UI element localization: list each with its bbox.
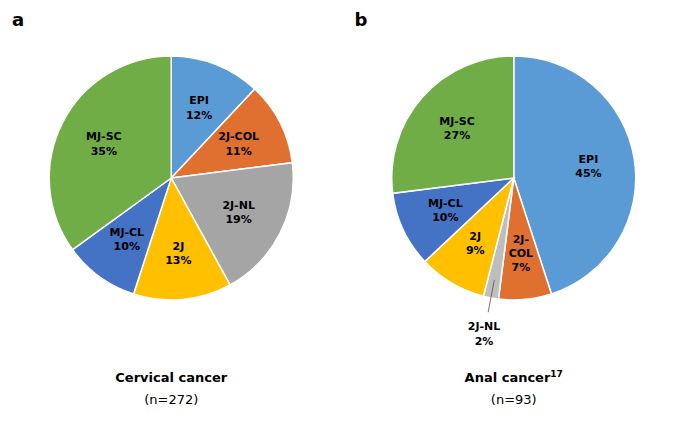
slice-label: EPI 12% — [186, 94, 212, 121]
slices — [49, 56, 293, 300]
slice-category: MJ-SC — [439, 115, 475, 128]
panel-label: a — [12, 9, 24, 30]
slice-label: MJ-SC27% — [439, 115, 475, 142]
slices — [392, 56, 636, 300]
slice-labels: EPI45%2J-COL7%2J-NL2%2J9%MJ-CL10%MJ-SC27… — [428, 115, 602, 348]
slice-value-label: 45% — [575, 167, 601, 180]
chart-root: aEPI12%2J-COL11%2J-NL19%2J13%MJ-CL10%MJ-… — [0, 0, 685, 426]
slice-category: MJ-SC — [86, 130, 122, 143]
slice-category: 2J-COL — [218, 130, 259, 143]
slice-value-label: 27% — [444, 129, 470, 142]
slice-value-label: 10% — [114, 240, 140, 253]
pie-slice — [49, 56, 171, 250]
slice-label: MJ-SC 35% — [86, 130, 122, 157]
leader-line — [488, 280, 494, 312]
slice-category: 2J-NL — [468, 320, 501, 333]
slice-label: 2J-COL7% — [509, 233, 533, 275]
slice-value-label: 19% — [225, 213, 251, 226]
title-text: Cervical cancer — [115, 370, 227, 385]
slice-label: MJ-CL10% — [109, 226, 144, 253]
slice-label: 2J-NL19% — [222, 199, 255, 226]
slice-value-label: 2% — [475, 335, 494, 348]
slice-value-label: 35% — [91, 145, 117, 158]
chart-svg: aEPI12%2J-COL11%2J-NL19%2J13%MJ-CL10%MJ-… — [0, 0, 685, 426]
slice-value-label: 12% — [186, 109, 212, 122]
pie-slice — [392, 56, 514, 193]
slice-label: MJ-CL10% — [428, 197, 463, 224]
slice-category: 2J — [172, 240, 184, 253]
chart-title: Cervical cancer — [115, 370, 227, 385]
slice-category: MJ-CL — [109, 226, 144, 239]
slice-label: EPI45% — [575, 153, 601, 180]
slice-category: COL — [509, 247, 533, 260]
pie-panel: bEPI45%2J-COL7%2J-NL2%2J9%MJ-CL10%MJ-SC2… — [355, 9, 636, 407]
slice-category: 2J- — [513, 233, 529, 246]
slice-label: 2J13% — [165, 240, 191, 267]
title-text: Anal cancer — [465, 370, 551, 385]
slice-category: EPI — [579, 153, 599, 166]
chart-subtitle: (n=272) — [144, 392, 198, 407]
slice-value-label: 11% — [225, 145, 251, 158]
slice-value-label: 7% — [512, 261, 531, 274]
slice-category: MJ-CL — [428, 197, 463, 210]
slice-labels: EPI 12% 2J-COL 11% 2J-NL19% 2J13% MJ-CL10% MJ-S… — [86, 94, 259, 267]
title-superscript: 17 — [550, 369, 563, 379]
slice-label: 2J-NL 2% — [468, 320, 501, 347]
slice-label: 2J9% — [466, 230, 485, 257]
panel-label: b — [355, 9, 368, 30]
slice-category: 2J — [469, 230, 481, 243]
slice-category: EPI — [189, 94, 209, 107]
slice-value-label: 10% — [432, 211, 458, 224]
chart-title: Anal cancer17 — [465, 369, 563, 385]
slice-value-label: 13% — [165, 254, 191, 267]
chart-subtitle: (n=93) — [491, 392, 537, 407]
slice-value-label: 9% — [466, 244, 485, 257]
slice-label: 2J-COL 11% — [218, 130, 259, 157]
pie-panel: aEPI12%2J-COL11%2J-NL19%2J13%MJ-CL10%MJ-… — [12, 9, 293, 407]
slice-category: 2J-NL — [222, 199, 255, 212]
